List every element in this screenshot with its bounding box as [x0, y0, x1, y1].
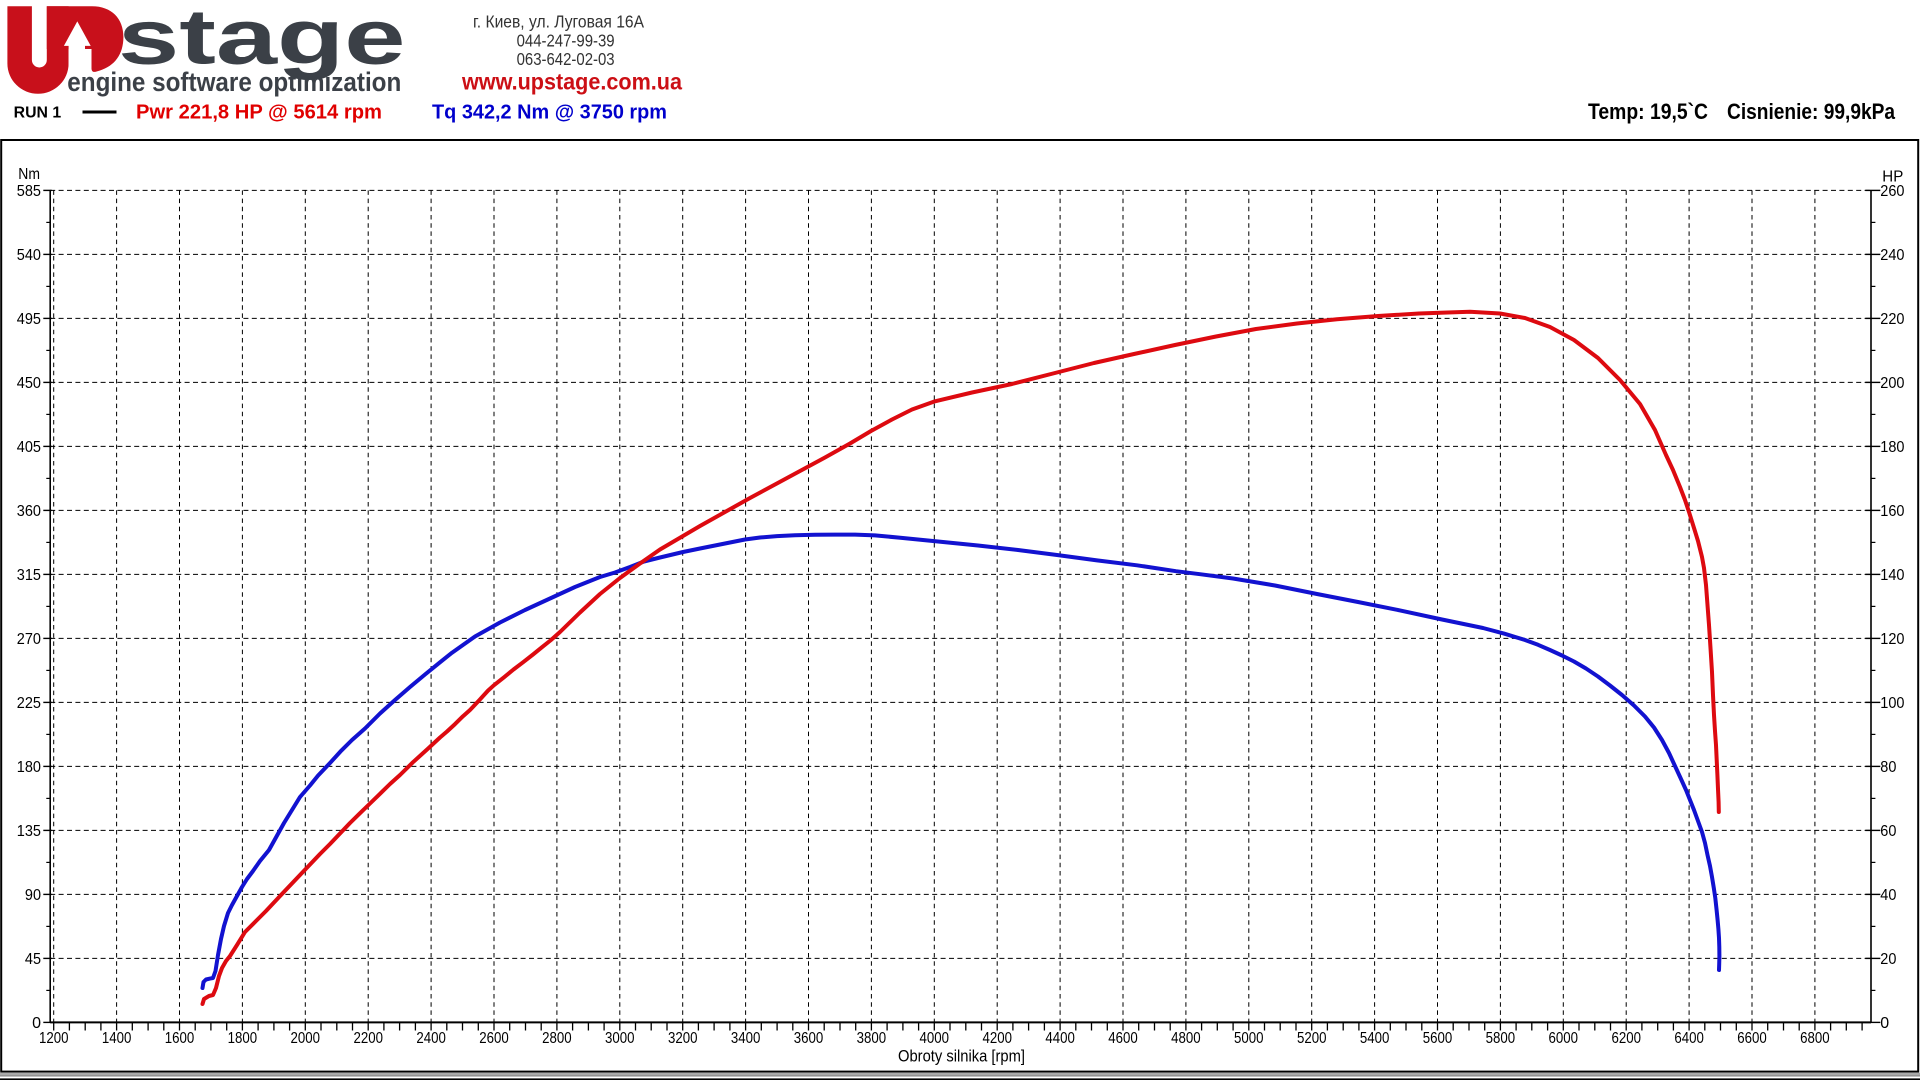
svg-text:90: 90 — [25, 887, 41, 904]
svg-text:5200: 5200 — [1297, 1030, 1327, 1047]
svg-text:063-642-02-03: 063-642-02-03 — [517, 49, 615, 69]
svg-text:270: 270 — [17, 631, 41, 648]
svg-text:60: 60 — [1880, 823, 1896, 840]
svg-text:044-247-99-39: 044-247-99-39 — [517, 31, 615, 51]
svg-text:Nm: Nm — [18, 166, 40, 183]
svg-text:3600: 3600 — [794, 1030, 824, 1047]
svg-text:1800: 1800 — [228, 1030, 258, 1047]
svg-text:2600: 2600 — [479, 1030, 509, 1047]
svg-text:220: 220 — [1880, 311, 1904, 328]
svg-text:HP: HP — [1882, 169, 1903, 186]
svg-text:45: 45 — [25, 951, 41, 968]
svg-text:3400: 3400 — [731, 1030, 761, 1047]
svg-text:2200: 2200 — [353, 1030, 383, 1047]
svg-text:1200: 1200 — [39, 1030, 69, 1047]
svg-text:0: 0 — [1880, 1015, 1889, 1032]
svg-text:6000: 6000 — [1549, 1030, 1579, 1047]
svg-text:Temp: 19,5`C: Temp: 19,5`C — [1588, 99, 1708, 124]
svg-text:315: 315 — [17, 567, 41, 584]
svg-text:Pwr 221,8 HP @ 5614 rpm: Pwr 221,8 HP @ 5614 rpm — [136, 102, 382, 124]
svg-text:2000: 2000 — [291, 1030, 321, 1047]
svg-text:0: 0 — [32, 1015, 41, 1032]
svg-text:4600: 4600 — [1108, 1030, 1138, 1047]
svg-text:240: 240 — [1880, 247, 1904, 264]
svg-text:3200: 3200 — [668, 1030, 698, 1047]
svg-text:1400: 1400 — [102, 1030, 132, 1047]
svg-text:3000: 3000 — [605, 1030, 635, 1047]
svg-text:20: 20 — [1880, 951, 1896, 968]
svg-text:180: 180 — [1880, 439, 1904, 456]
svg-text:stage: stage — [118, 0, 406, 80]
svg-text:4000: 4000 — [920, 1030, 950, 1047]
svg-text:5000: 5000 — [1234, 1030, 1264, 1047]
svg-text:1600: 1600 — [165, 1030, 195, 1047]
svg-text:450: 450 — [17, 375, 41, 392]
svg-text:6400: 6400 — [1674, 1030, 1704, 1047]
svg-text:4200: 4200 — [982, 1030, 1012, 1047]
svg-text:6200: 6200 — [1611, 1030, 1641, 1047]
svg-text:135: 135 — [17, 823, 41, 840]
svg-text:5600: 5600 — [1423, 1030, 1453, 1047]
svg-text:120: 120 — [1880, 631, 1904, 648]
svg-text:6600: 6600 — [1737, 1030, 1767, 1047]
svg-text:40: 40 — [1880, 887, 1896, 904]
svg-text:495: 495 — [17, 311, 41, 328]
svg-text:engine software optimization: engine software optimization — [67, 67, 401, 97]
svg-text:80: 80 — [1880, 759, 1896, 776]
svg-text:540: 540 — [17, 247, 41, 264]
svg-text:160: 160 — [1880, 503, 1904, 520]
svg-text:360: 360 — [17, 503, 41, 520]
svg-text:2400: 2400 — [416, 1030, 446, 1047]
svg-text:Obroty silnika [rpm]: Obroty silnika [rpm] — [898, 1048, 1025, 1066]
svg-text:4400: 4400 — [1045, 1030, 1075, 1047]
svg-text:4800: 4800 — [1171, 1030, 1201, 1047]
svg-text:Tq 342,2 Nm @ 3750 rpm: Tq 342,2 Nm @ 3750 rpm — [432, 102, 667, 124]
svg-text:3800: 3800 — [857, 1030, 887, 1047]
svg-text:5800: 5800 — [1486, 1030, 1516, 1047]
svg-text:5400: 5400 — [1360, 1030, 1390, 1047]
svg-text:140: 140 — [1880, 567, 1904, 584]
svg-text:405: 405 — [17, 439, 41, 456]
svg-text:180: 180 — [17, 759, 41, 776]
svg-text:2800: 2800 — [542, 1030, 572, 1047]
svg-text:6800: 6800 — [1800, 1030, 1830, 1047]
svg-text:585: 585 — [17, 183, 41, 200]
svg-text:www.upstage.com.ua: www.upstage.com.ua — [461, 68, 682, 94]
svg-text:г. Киев, ул. Луговая 16А: г. Киев, ул. Луговая 16А — [473, 12, 644, 32]
svg-text:Cisnienie: 99,9kPa: Cisnienie: 99,9kPa — [1727, 99, 1896, 124]
svg-text:100: 100 — [1880, 695, 1904, 712]
svg-text:200: 200 — [1880, 375, 1904, 392]
svg-text:225: 225 — [17, 695, 41, 712]
svg-text:260: 260 — [1880, 183, 1904, 200]
svg-text:RUN 1: RUN 1 — [14, 104, 62, 121]
